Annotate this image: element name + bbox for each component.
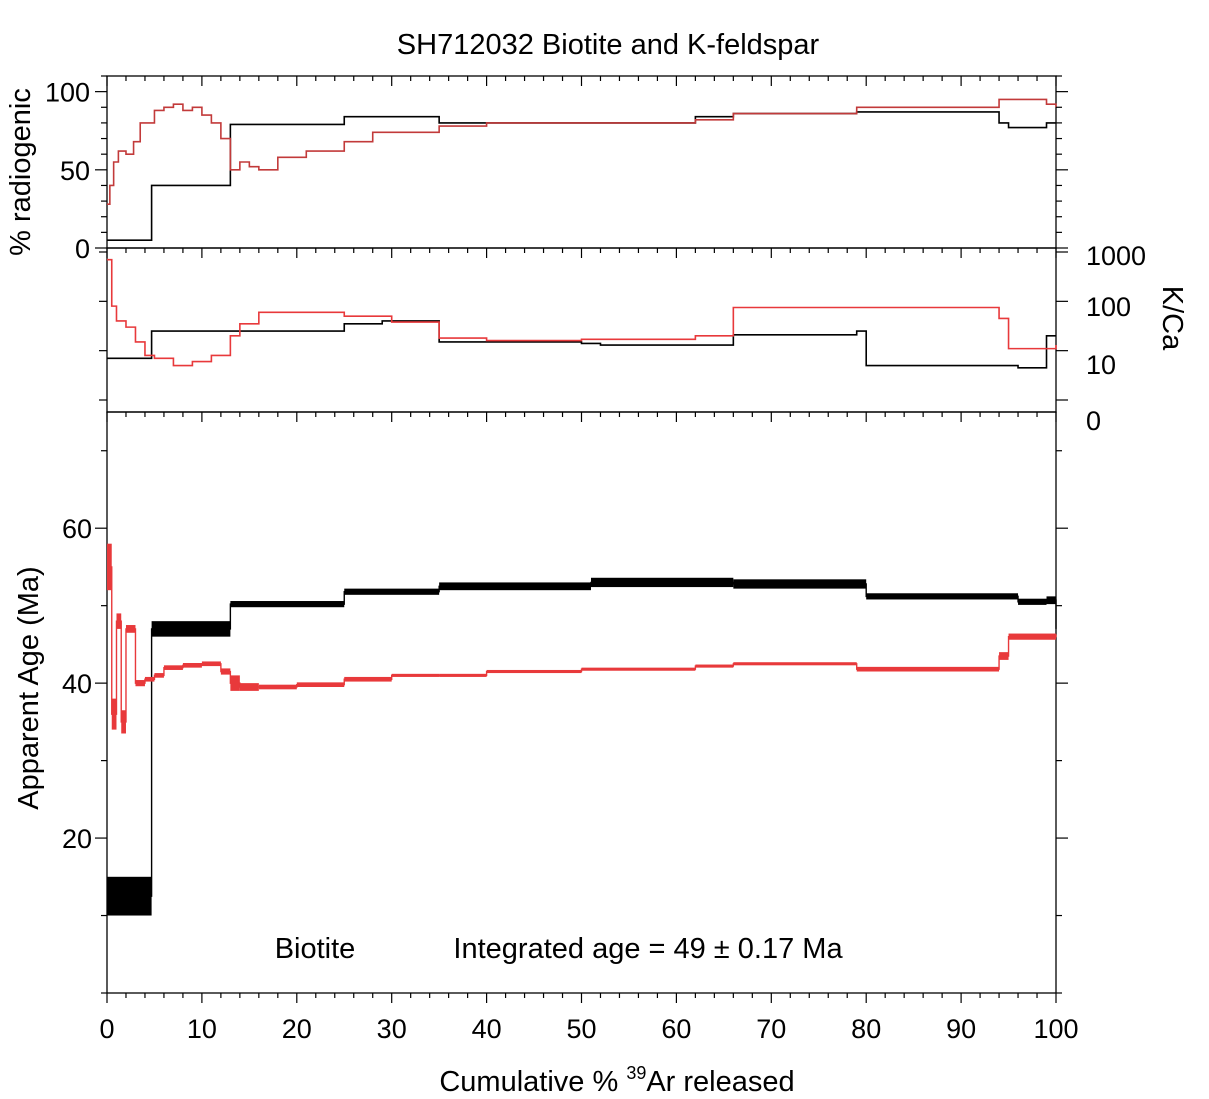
age-y-tick-label: 40 [62,669,92,699]
age-step-box [733,579,867,589]
radiogenic-series-line [107,98,1057,206]
age-step-box [999,652,1009,660]
x-axis-label-suffix: Ar released [646,1066,794,1098]
x-tick-label: 10 [187,1014,217,1044]
age-step-box [201,661,221,667]
age-step-box [391,673,440,677]
x-tick-label: 30 [377,1014,407,1044]
age-step-box [344,676,392,682]
age-step-box [856,666,1000,672]
age-step-box [125,625,136,633]
age-step-box [296,682,345,688]
age-axis-label: Apparent Age (Ma) [13,566,45,809]
age-step-box [230,675,240,691]
age-step-box [144,676,155,682]
age-step-box [486,669,582,674]
age-step-box [107,543,112,591]
age-step-box [258,684,297,690]
age-step-box [439,673,487,677]
age-y-tick-label: 20 [62,824,92,854]
annotation-integrated-age: Integrated age = 49 ± 0.17 Ma [453,933,843,965]
age-step-box [182,662,202,668]
kca-y-tick-label: 1000 [1086,241,1146,271]
age-step-box [135,680,145,687]
x-tick-label: 40 [472,1014,502,1044]
age-series-line [107,581,1057,897]
x-tick-label: 60 [661,1014,691,1044]
kca-series-line [107,258,1057,367]
radiogenic-y-tick-label: 0 [75,234,90,264]
radiogenic-y-tick-label: 50 [60,156,90,186]
age-step-box [581,667,696,671]
age-step-box [116,613,122,629]
kca-y-tick-label: 100 [1086,292,1131,322]
annotation-mineral: Biotite [275,933,356,965]
kca-y-tick-label: 10 [1086,350,1116,380]
age-step-box [866,593,1019,600]
age-step-box [121,710,126,734]
chart-title: SH712032 Biotite and K-feldspar [397,29,820,61]
age-step-box [439,582,591,591]
kca-y-tick-label: 0 [1086,406,1101,436]
age-step-box [230,601,345,608]
age-step-box [695,664,734,668]
age-step-box [220,668,231,675]
x-axis-label-prefix: Cumulative % [439,1066,626,1098]
x-axis-label-superscript: 39 [626,1063,646,1083]
age-step-box [111,698,117,730]
age-step-box [733,662,857,666]
x-axis-label: Cumulative % 39Ar released [439,1063,794,1098]
age-step-box [1046,596,1056,605]
tick-layer: 0 10 20 30 40 50 60 70 80 90 100050100100010010020… [45,75,1146,1044]
x-tick-label: 50 [566,1014,596,1044]
age-step-box [154,673,164,678]
radiogenic-series-line [107,111,1056,241]
series-layer [107,98,1057,916]
age-step-box [590,577,734,588]
age-step-box [344,588,440,595]
panel-frames [106,75,1057,994]
radiogenic-axis-label: % radiogenic [5,88,37,256]
x-tick-label: 0 [99,1014,114,1044]
age-y-tick-label: 60 [62,514,92,544]
kca-axis-label: K/Ca [1156,286,1188,351]
radiogenic-y-tick-label: 100 [45,78,90,108]
age-step-box [1008,633,1056,640]
age-step-box [107,876,152,916]
age-step-box [163,665,183,670]
x-tick-label: 70 [756,1014,786,1044]
x-tick-label: 20 [282,1014,312,1044]
panel-frame-age [106,411,1057,994]
age-step-box [1018,598,1047,605]
x-tick-label: 80 [851,1014,881,1044]
age-step-box [151,621,231,637]
panel-frame-kca [106,247,1057,413]
x-tick-label: 100 [1033,1014,1078,1044]
kca-series-line [107,320,1056,369]
age-step-box [239,683,259,691]
x-tick-label: 90 [946,1014,976,1044]
